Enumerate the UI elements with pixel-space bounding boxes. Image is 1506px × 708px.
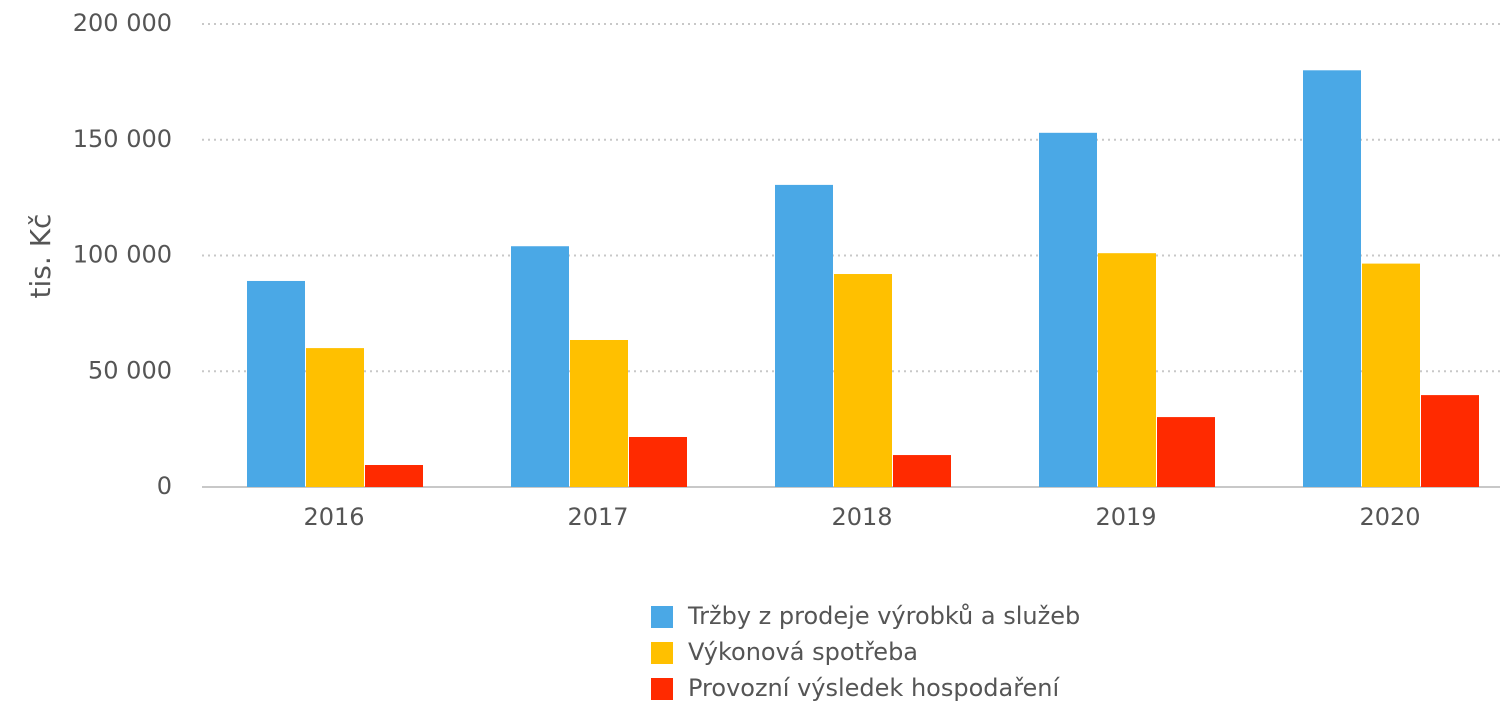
y-tick-label: 50 000 [88,356,172,384]
bar [834,274,892,487]
legend-swatch [651,678,673,700]
bar [570,339,628,487]
legend-swatch [651,642,673,664]
legend-label: Provozní výsledek hospodaření [688,674,1061,702]
bar [365,465,423,487]
y-axis-label: tis. Kč [24,214,57,299]
bar [629,436,687,487]
y-tick-label: 0 [157,472,172,500]
y-tick-label: 100 000 [73,241,172,269]
legend-label: Výkonová spotřeba [688,638,918,666]
x-tick-label: 2016 [303,503,364,531]
y-tick-label: 200 000 [73,9,172,37]
bar [511,246,569,487]
x-tick-label: 2020 [1359,503,1420,531]
bar [893,455,951,487]
x-tick-label: 2017 [567,503,628,531]
bar [306,348,364,487]
bar [1039,132,1097,487]
bar [1098,253,1156,487]
legend-label: Tržby z prodeje výrobků a služeb [687,602,1080,630]
bar [247,280,305,487]
legend-swatch [651,606,673,628]
bar [1421,395,1479,487]
bar [1303,70,1361,488]
bar [1157,417,1215,487]
x-tick-label: 2019 [1095,503,1156,531]
y-tick-label: 150 000 [73,125,172,153]
bar [1362,263,1420,487]
x-tick-label: 2018 [831,503,892,531]
bar [775,184,833,487]
